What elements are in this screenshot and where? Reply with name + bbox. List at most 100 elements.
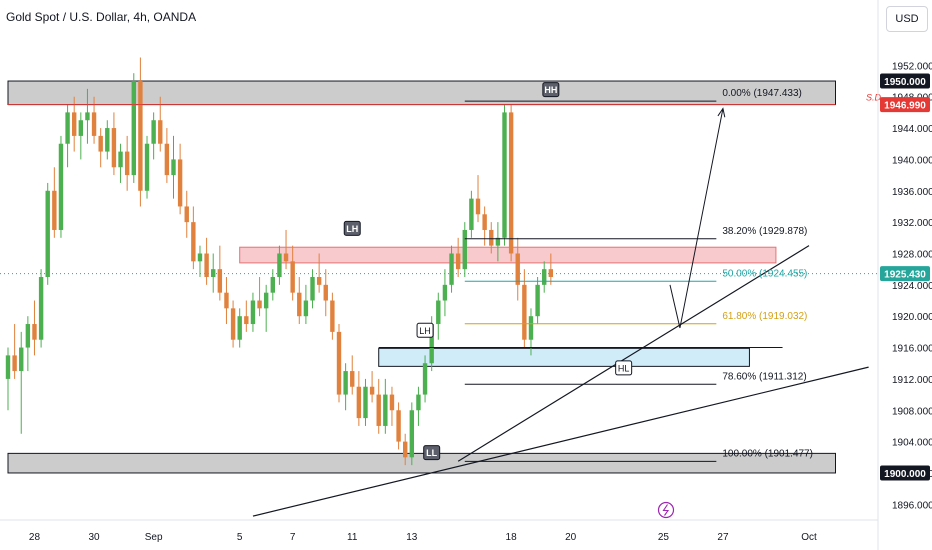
candle-39 [263,284,269,332]
candle-body [111,128,117,168]
candle-60 [403,433,408,466]
structure-label-ll: LL [423,445,441,461]
candle-body [164,143,170,176]
structure-label-text: HL [618,363,630,373]
candle-36 [244,300,249,332]
lightning-bolt [662,504,670,516]
candle-body [78,120,84,136]
candle-1 [12,324,17,379]
candle-22 [151,112,156,160]
projection-arrowhead [717,107,726,118]
candle-body [489,229,494,246]
fib-label-50.00%: 50.00% (1924.455) [722,268,807,279]
candle-24 [164,128,170,183]
x-tick-label: 30 [88,532,100,543]
candle-body [237,316,242,340]
candle-body [72,112,77,136]
candle-body [118,151,123,168]
x-tick-label: 18 [506,532,518,543]
candle-body [396,410,401,442]
zones-layer [7,80,836,474]
candle-54 [363,378,368,426]
structure-label-hl: HL [615,360,633,376]
candle-76 [508,104,514,262]
x-tick-label: 5 [237,532,243,543]
chart-title: Gold Spot / U.S. Dollar, 4h, OANDA [6,10,197,24]
structure-label-text: LH [419,326,431,336]
candle-57 [383,378,388,434]
candle-body [343,371,348,395]
candle-body [197,253,203,262]
x-tick-label: 25 [658,532,670,543]
price-tag-box [880,465,930,481]
y-tick-label: 1912.000 [892,375,932,386]
candle-body [98,135,103,152]
candle-body [257,300,262,309]
candle-body [416,394,421,411]
y-tick-label: 1936.000 [892,187,932,198]
candle-49 [330,292,335,340]
candle-4 [32,300,37,356]
candle-6 [45,182,50,285]
candle-body [244,316,249,325]
candle-body [455,253,461,270]
candle-body [389,394,395,411]
candle-body [462,229,467,270]
candle-body [449,253,454,285]
candle-73 [489,222,494,254]
candle-body [58,143,64,230]
fib-label-78.60%: 78.60% (1911.312) [722,371,806,382]
fib-label-0.00%: 0.00% (1947.433) [722,88,802,99]
candle-62 [416,386,421,426]
price-tag-red: 1946.990 [880,97,930,113]
candle-body [528,316,534,340]
candle-66 [442,269,448,317]
y-tick-label: 1924.000 [892,281,932,292]
candle-body [429,324,434,364]
candle-9 [65,104,70,168]
candle-63 [422,355,428,403]
candle-19 [131,73,136,183]
candle-body [25,324,31,348]
x-tick-label: 11 [347,532,358,543]
candle-body [85,112,90,121]
candle-body [469,198,474,230]
y-tick-label: 1916.000 [892,344,932,355]
candle-body [515,253,520,285]
candle-12 [85,88,90,144]
candle-29 [197,245,203,277]
candle-45 [303,284,309,325]
fib-label-61.80%: 61.80% (1919.032) [722,311,807,322]
candle-47 [316,253,322,293]
structure-label-lh: LH [343,220,361,236]
candle-14 [98,128,103,168]
candle-body [184,206,189,223]
candle-body [217,269,223,293]
candle-body [323,284,328,301]
candle-body [151,120,156,144]
candle-body [403,441,408,458]
candle-body [158,120,163,144]
candle-body [363,386,368,419]
candle-body [316,277,322,285]
x-tick-label: 7 [290,532,296,543]
candle-28 [191,206,196,270]
structure-label-box [416,322,434,338]
candle-body [38,277,44,340]
candle-body [330,300,335,332]
candle-31 [211,253,216,293]
candle-body [45,190,50,277]
candle-53 [356,371,362,426]
x-tick-label: Oct [801,532,817,543]
candle-body [12,355,17,372]
candle-body [442,284,448,301]
candle-body [482,214,487,230]
currency-button[interactable]: USD [886,6,928,32]
y-tick-label: 1920.000 [892,312,932,323]
candle-69 [462,222,467,277]
candle-58 [389,386,395,426]
candle-81 [542,261,547,293]
y-tick-label: 1932.000 [892,218,932,229]
price-tag-text: 1950.000 [884,77,926,88]
